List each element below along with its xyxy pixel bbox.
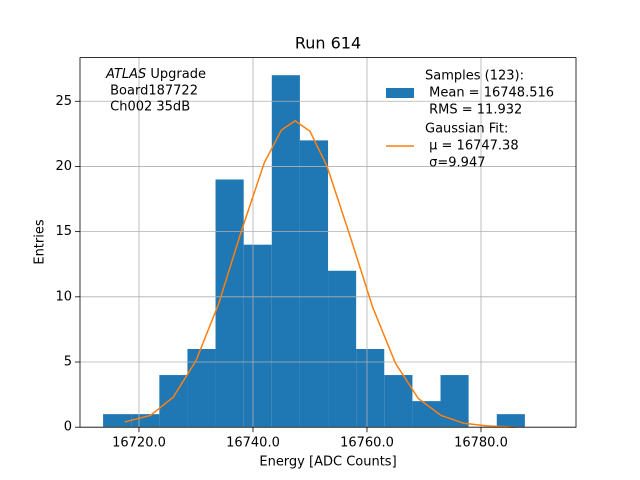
histogram-bar (496, 414, 525, 428)
annotation-line: Board187722 (106, 84, 198, 99)
legend-label: Samples (123): (425, 69, 524, 84)
histogram-bar (299, 140, 329, 428)
legend-stat: RMS = 11.932 (425, 103, 522, 118)
x-axis-label: Energy [ADC Counts] (259, 455, 396, 470)
y-tick-label: 15 (55, 224, 72, 239)
histogram-bar (384, 375, 413, 428)
fit-line (124, 119, 516, 428)
histogram-bar (159, 375, 188, 428)
legend-stat: μ = 16747.38 (425, 139, 519, 154)
legend-swatch (386, 88, 414, 98)
x-tick-label: 16740.0 (226, 436, 280, 451)
annotation: ATLAS Upgrade (105, 67, 206, 82)
histogram-bar (356, 348, 385, 428)
y-tick-label: 5 (64, 355, 72, 370)
y-axis-label: Entries (33, 219, 48, 265)
annotation-line: Ch002 35dB (106, 100, 190, 115)
legend-stat: Mean = 16748.516 (425, 86, 554, 101)
y-tick-label: 25 (55, 94, 72, 109)
y-tick-label: 0 (64, 420, 72, 435)
plot-frame (79, 57, 577, 428)
legend-label: Gaussian Fit: (425, 122, 508, 137)
x-tick-label: 16780.0 (454, 436, 508, 451)
bars (103, 75, 525, 428)
y-tick-label: 10 (55, 289, 72, 304)
histogram-bar (103, 414, 132, 428)
y-tick-label: 20 (55, 159, 72, 174)
x-tick-label: 16720.0 (112, 436, 166, 451)
lines (124, 119, 516, 428)
annotation-emphasis: ATLAS (105, 67, 146, 82)
histogram-bar (131, 414, 160, 428)
annotation-text: Upgrade (146, 67, 206, 82)
histogram-bar (328, 270, 357, 428)
x-tick-label: 16760.0 (340, 436, 394, 451)
histogram-bar (271, 75, 300, 428)
histogram-bar (440, 375, 469, 428)
histogram-bar (243, 244, 272, 428)
legend-stat: σ=9.947 (425, 156, 485, 171)
histogram-bar (187, 348, 216, 428)
chart-title: Run 614 (295, 34, 361, 53)
histogram-bar (215, 179, 244, 428)
